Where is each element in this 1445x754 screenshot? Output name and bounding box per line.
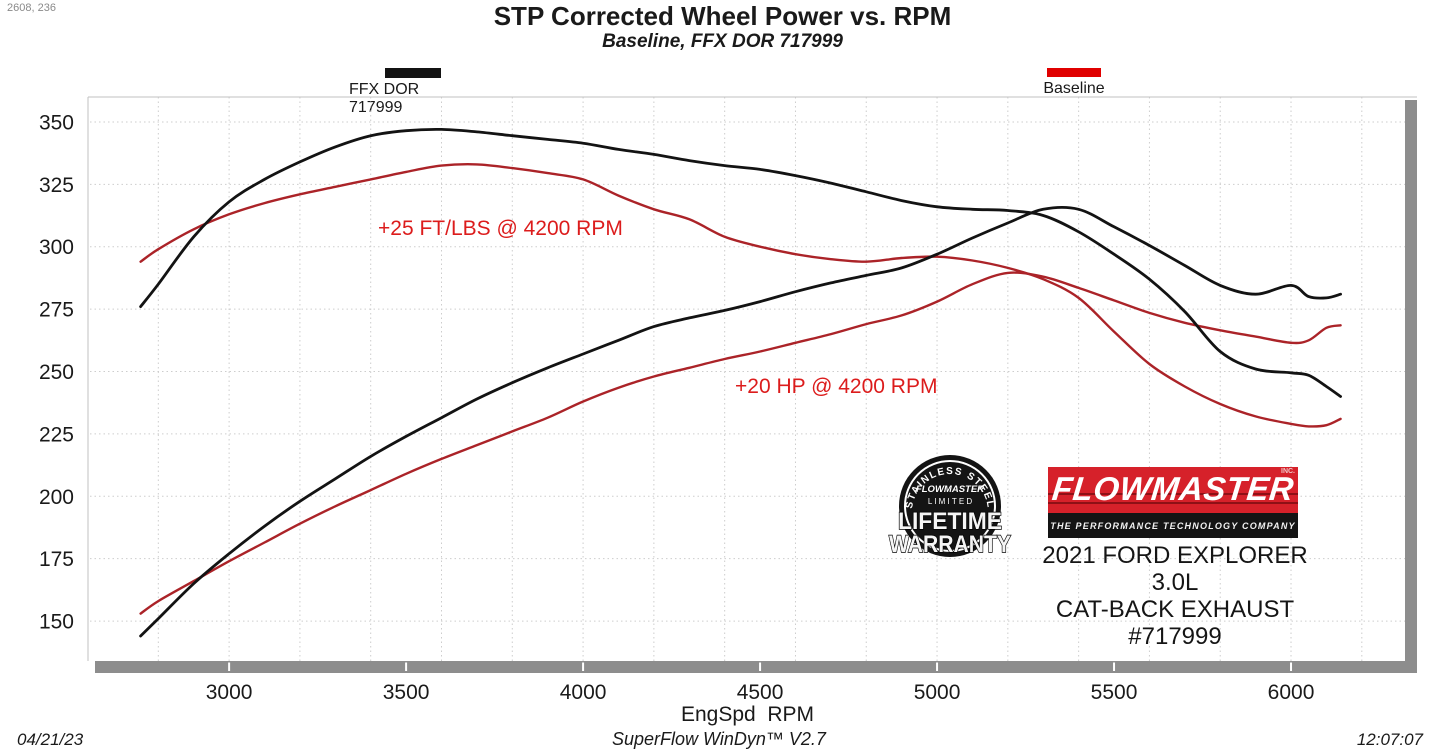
y-tick-label: 225 bbox=[39, 423, 74, 446]
legend-item-ffx: FFX DOR 717999 bbox=[349, 68, 477, 117]
cursor-readout: 2608, 236 bbox=[7, 2, 56, 14]
badge-circle bbox=[899, 455, 1001, 557]
x-tick-label: 4000 bbox=[560, 681, 607, 704]
curve-ffx-power bbox=[139, 205, 1342, 638]
footer-software: SuperFlow WinDyn™ V2.7 bbox=[612, 729, 826, 749]
legend-item-baseline: Baseline bbox=[1014, 68, 1134, 98]
footer-time: 12:07:07 bbox=[1356, 730, 1423, 749]
x-tick-label: 4500 bbox=[737, 681, 784, 704]
legend-swatch-ffx bbox=[385, 68, 441, 78]
x-axis-label: EngSpd RPM bbox=[680, 703, 815, 726]
lifetime-warranty-badge: STAINLESS STEEL FLOWMASTER L I M I T E D… bbox=[888, 455, 1012, 559]
y-tick-label: 300 bbox=[39, 236, 74, 259]
curve-baseline-torque bbox=[139, 163, 1342, 428]
logo-stripe bbox=[1048, 493, 1298, 495]
flowmaster-inc-text: INC. bbox=[1281, 468, 1295, 475]
flowmaster-wordmark: FLOWMASTER bbox=[1050, 470, 1296, 507]
badge-ring bbox=[904, 460, 996, 552]
x-tick-label: 5500 bbox=[1091, 681, 1138, 704]
flowmaster-logo-red-band: FLOWMASTER INC. bbox=[1048, 467, 1298, 513]
y-tick-label: 275 bbox=[39, 299, 74, 322]
vehicle-caption-line1: 2021 FORD EXPLORER 3.0L bbox=[1042, 542, 1308, 596]
y-tick-label: 200 bbox=[39, 486, 74, 509]
flowmaster-logo-black-band: THE PERFORMANCE TECHNOLOGY COMPANY bbox=[1048, 513, 1298, 538]
curve-baseline-power bbox=[139, 271, 1342, 615]
badge-limited-text: L I M I T E D bbox=[928, 497, 973, 506]
x-tick-label: 3000 bbox=[206, 681, 253, 704]
flowmaster-tagline: THE PERFORMANCE TECHNOLOGY COMPANY bbox=[1050, 520, 1296, 531]
vehicle-caption-line2: CAT-BACK EXHAUST #717999 bbox=[1055, 596, 1295, 650]
x-tick-label: 6000 bbox=[1268, 681, 1315, 704]
y-tick-label: 350 bbox=[39, 111, 74, 134]
plot-border-right-bar bbox=[1405, 100, 1417, 673]
y-tick-label: 250 bbox=[39, 361, 74, 384]
footer-date: 04/21/23 bbox=[17, 730, 84, 749]
legend-swatch-baseline bbox=[1047, 68, 1101, 77]
chart-subtitle: Baseline, FFX DOR 717999 bbox=[602, 31, 843, 52]
x-tick-label: 5000 bbox=[914, 681, 961, 704]
y-tick-label: 325 bbox=[39, 174, 74, 197]
vehicle-caption: 2021 FORD EXPLORER 3.0L CAT-BACK EXHAUST… bbox=[1020, 542, 1330, 650]
chart-title: STP Corrected Wheel Power vs. RPM bbox=[493, 1, 952, 31]
badge-brand-text: FLOWMASTER bbox=[916, 484, 984, 495]
y-tick-label: 175 bbox=[39, 548, 74, 571]
badge-warranty-text: WARRANTY bbox=[889, 531, 1011, 558]
y-tick-label: 150 bbox=[39, 611, 74, 634]
legend-label-baseline: Baseline bbox=[1043, 80, 1105, 97]
legend-label-ffx: FFX DOR 717999 bbox=[349, 81, 420, 116]
flowmaster-logo: FLOWMASTER INC. THE PERFORMANCE TECHNOLO… bbox=[1048, 467, 1298, 538]
logo-stripe bbox=[1048, 502, 1298, 504]
badge-lifetime-text: LIFETIME bbox=[898, 508, 1002, 535]
torque-gain-annotation: +25 FT/LBS @ 4200 RPM bbox=[378, 217, 623, 240]
plot-border-bottom-bar bbox=[95, 661, 1417, 673]
power-gain-annotation: +20 HP @ 4200 RPM bbox=[735, 375, 938, 398]
x-tick-label: 3500 bbox=[383, 681, 430, 704]
curve-ffx-torque bbox=[139, 127, 1342, 398]
